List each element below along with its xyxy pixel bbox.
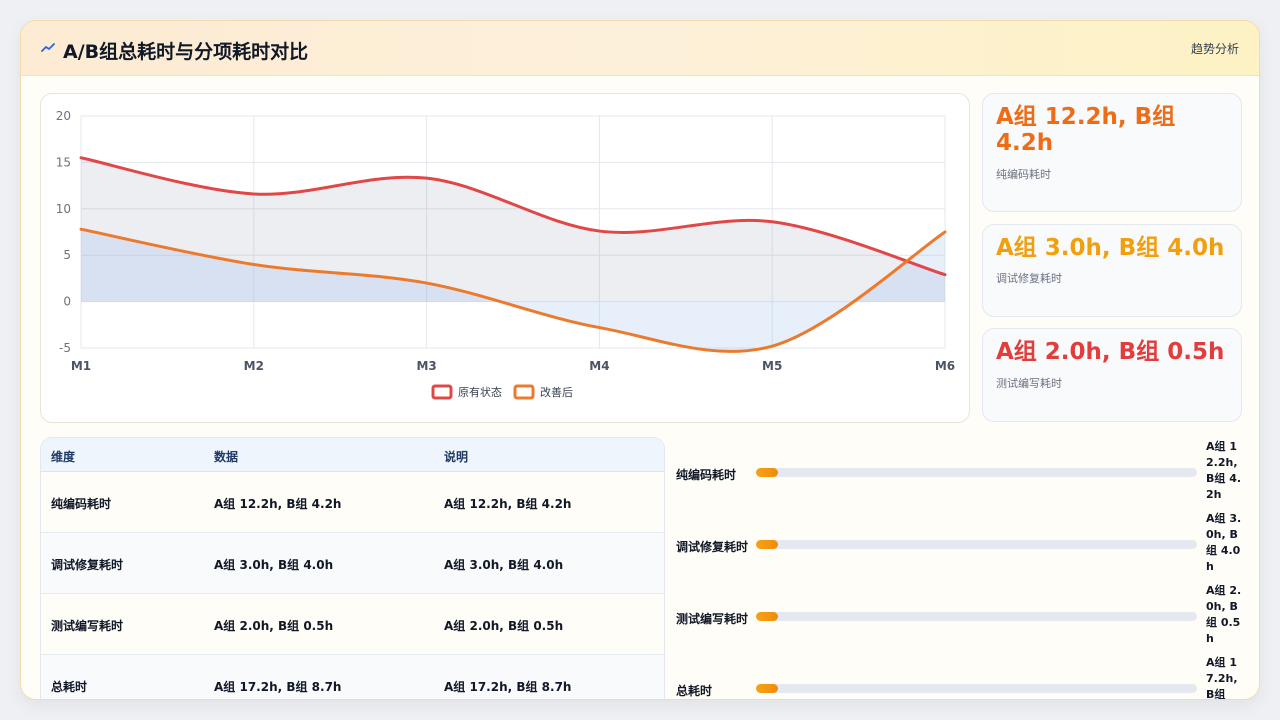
bar-track	[756, 684, 1197, 693]
y-tick-label: 10	[56, 202, 71, 216]
legend-label: 原有状态	[458, 385, 502, 399]
metric-label: 调试修复耗时	[996, 272, 1062, 285]
bar-label: 纯编码耗时	[676, 468, 737, 482]
metric-card-coding: A组 12.2h, B组 4.2h 纯编码耗时	[982, 93, 1242, 212]
table-cell: A组 2.0h, B组 0.5h	[214, 619, 334, 633]
bar-item-coding: 纯编码耗时 A组 12.2h, B组 4.2h	[666, 439, 1246, 511]
metric-card-testing: A组 2.0h, B组 0.5h 测试编写耗时	[982, 328, 1242, 422]
bar-item-debug: 调试修复耗时 A组 3.0h, B组 4.0h	[666, 511, 1246, 583]
x-tick-label: M2	[244, 359, 264, 373]
table-row: 纯编码耗时 A组 12.2h, B组 4.2h A组 12.2h, B组 4.2…	[41, 472, 664, 533]
page-title: A/B组总耗时与分项耗时对比	[63, 41, 309, 63]
bar-label: 测试编写耗时	[676, 612, 749, 626]
metric-card-debug: A组 3.0h, B组 4.0h 调试修复耗时	[982, 224, 1242, 317]
table-cell: A组 17.2h, B组 8.7h	[444, 680, 572, 694]
series-area	[81, 157, 945, 302]
x-tick-label: M6	[935, 359, 955, 373]
table-cell: A组 3.0h, B组 4.0h	[444, 558, 564, 572]
column-header-data: 数据	[214, 450, 239, 464]
table-row: 总耗时 A组 17.2h, B组 8.7h A组 17.2h, B组 8.7h	[41, 655, 664, 699]
table-cell: 总耗时	[51, 680, 88, 694]
table-cell: 测试编写耗时	[51, 619, 124, 633]
progress-bars: 纯编码耗时 A组 12.2h, B组 4.2h 调试修复耗时 A组 3.0h, …	[666, 437, 1246, 700]
bar-fill	[756, 612, 779, 621]
bar-value: A组 2.0h, B组 0.5h	[1206, 584, 1242, 645]
bar-track	[756, 468, 1197, 477]
line-chart-panel: -5 0 5 10 15 20 M1 M2 M3 M4 M5 M6 原有状态 改善后	[40, 93, 970, 423]
bar-fill	[756, 540, 779, 549]
dashboard-card: A/B组总耗时与分项耗时对比 趋势分析 -5 0 5 10 15 20 M1 M2 M3 M4 M5…	[20, 20, 1260, 700]
metric-label: 纯编码耗时	[996, 168, 1051, 181]
bar-label: 总耗时	[676, 684, 713, 698]
y-tick-label: 15	[56, 155, 71, 169]
legend-label: 改善后	[540, 385, 573, 399]
table-cell: A组 12.2h, B组 4.2h	[444, 497, 572, 511]
y-tick-label: 0	[63, 295, 71, 309]
series-line	[79, 156, 947, 277]
trend-line-icon	[41, 43, 55, 52]
bar-label: 调试修复耗时	[676, 540, 749, 554]
table-cell: A组 3.0h, B组 4.0h	[214, 558, 334, 572]
table-header: 维度 数据 说明	[41, 438, 664, 472]
metric-value: A组 12.2h, B组 4.2h	[996, 104, 1176, 156]
metric-label: 测试编写耗时	[996, 377, 1062, 390]
metric-value: A组 2.0h, B组 0.5h	[996, 339, 1225, 365]
table-cell: 纯编码耗时	[51, 497, 112, 511]
table-row: 调试修复耗时 A组 3.0h, B组 4.0h A组 3.0h, B组 4.0h	[41, 533, 664, 594]
y-tick-label: 5	[63, 248, 71, 262]
y-tick-label: -5	[59, 341, 71, 355]
data-table: 维度 数据 说明 纯编码耗时 A组 12.2h, B组 4.2h A组 12.2…	[40, 437, 665, 699]
table-cell: A组 17.2h, B组 8.7h	[214, 680, 342, 694]
bar-fill	[756, 684, 779, 693]
bar-value: A组 17.2h, B组	[1206, 656, 1238, 700]
legend-swatch	[431, 384, 453, 400]
bar-item-total: 总耗时 A组 17.2h, B组	[666, 655, 1246, 700]
trend-analysis-link[interactable]: 趋势分析	[1190, 42, 1239, 56]
table-cell: A组 12.2h, B组 4.2h	[214, 497, 342, 511]
bar-item-testing: 测试编写耗时 A组 2.0h, B组 0.5h	[666, 583, 1246, 655]
bar-track	[756, 612, 1197, 621]
x-tick-label: M5	[762, 359, 782, 373]
table-cell: A组 2.0h, B组 0.5h	[444, 619, 564, 633]
line-chart: -5 0 5 10 15 20 M1 M2 M3 M4 M5 M6 原有状态 改善后	[56, 109, 955, 400]
series-area	[81, 229, 945, 352]
bar-value: A组 12.2h, B组 4.2h	[1206, 440, 1242, 501]
x-tick-label: M1	[71, 359, 91, 373]
column-header-dimension: 维度	[51, 450, 76, 464]
table-row: 测试编写耗时 A组 2.0h, B组 0.5h A组 2.0h, B组 0.5h	[41, 594, 664, 655]
series-line	[79, 227, 947, 353]
x-tick-label: M3	[416, 359, 436, 373]
metric-value: A组 3.0h, B组 4.0h	[996, 235, 1225, 261]
bar-value: A组 3.0h, B组 4.0h	[1206, 512, 1242, 573]
y-tick-label: 20	[56, 109, 71, 123]
card-header: A/B组总耗时与分项耗时对比 趋势分析	[21, 21, 1259, 76]
legend-swatch	[513, 384, 535, 400]
x-tick-label: M4	[589, 359, 609, 373]
table-cell: 调试修复耗时	[51, 558, 124, 572]
column-header-note: 说明	[444, 450, 469, 464]
bar-track	[756, 540, 1197, 549]
bar-fill	[756, 468, 779, 477]
